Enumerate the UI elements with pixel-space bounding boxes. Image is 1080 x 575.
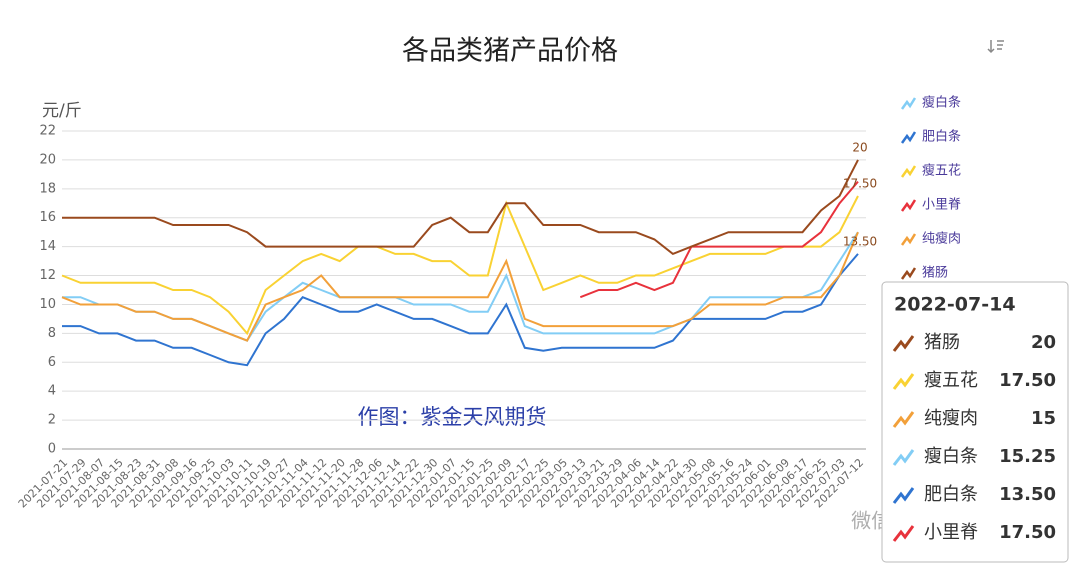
legend-label: 瘦五花 xyxy=(922,163,961,179)
y-tick-label: 18 xyxy=(39,181,56,196)
legend-icon xyxy=(900,165,917,178)
tooltip-name: 肥白条 xyxy=(924,484,978,505)
y-tick-label: 6 xyxy=(48,355,56,370)
legend-label: 肥白条 xyxy=(922,129,961,145)
tooltip-value: 13.50 xyxy=(999,484,1056,505)
tooltip-name: 瘦白条 xyxy=(924,446,978,467)
y-tick-label: 20 xyxy=(39,152,56,167)
y-tick-label: 4 xyxy=(48,384,56,399)
tooltip-value: 17.50 xyxy=(999,370,1056,391)
end-label: 17.50 xyxy=(843,177,877,191)
series-line xyxy=(61,231,859,342)
y-tick-label: 2 xyxy=(48,413,56,428)
tooltip-icon xyxy=(892,449,915,466)
y-axis-label: 元/斤 xyxy=(42,101,82,121)
tooltip-value: 20 xyxy=(1031,332,1056,353)
tooltip-title: 2022-07-14 xyxy=(894,294,1016,316)
annotation: 作图：紫金天风期货 xyxy=(358,405,547,429)
sort-icon[interactable] xyxy=(987,40,1004,54)
y-tick-label: 14 xyxy=(39,239,56,254)
end-label: 13.50 xyxy=(843,234,877,248)
legend-label: 猪肠 xyxy=(922,266,948,281)
legend-label: 小里脊 xyxy=(922,198,961,213)
tooltip-value: 15 xyxy=(1031,408,1056,429)
tooltip-name: 猪肠 xyxy=(924,332,960,353)
series-line xyxy=(62,253,859,367)
series-line xyxy=(62,159,859,256)
y-tick-label: 16 xyxy=(39,210,56,225)
tooltip-value: 15.25 xyxy=(999,446,1056,467)
legend-icon xyxy=(900,97,917,110)
series-line xyxy=(61,195,859,336)
legend-icon xyxy=(900,131,917,144)
legend-icon xyxy=(900,233,917,246)
tooltip-name: 纯瘦肉 xyxy=(924,408,978,429)
tooltip-name: 小里脊 xyxy=(924,522,978,543)
legend-label: 瘦白条 xyxy=(922,95,961,111)
y-tick-label: 10 xyxy=(39,297,56,312)
legend-icon xyxy=(900,267,917,280)
chart-title: 各品类猪产品价格 xyxy=(402,36,618,67)
series-line xyxy=(62,231,859,342)
legend-icon xyxy=(900,199,917,212)
tooltip-icon xyxy=(892,411,915,428)
y-tick-label: 12 xyxy=(39,268,56,283)
tooltip-name: 瘦五花 xyxy=(924,370,978,391)
y-tick-label: 8 xyxy=(48,326,56,341)
tooltip-box xyxy=(881,281,1069,563)
end-label: 20 xyxy=(852,140,867,154)
tooltip-value: 17.50 xyxy=(999,522,1056,543)
y-tick-label: 0 xyxy=(48,442,56,457)
tooltip-icon xyxy=(892,373,915,390)
series-line xyxy=(579,180,859,299)
tooltip-icon xyxy=(892,487,915,504)
legend-label: 纯瘦肉 xyxy=(922,231,961,247)
y-tick-label: 22 xyxy=(39,124,56,139)
tooltip-icon xyxy=(892,335,915,352)
tooltip-icon xyxy=(892,525,915,542)
